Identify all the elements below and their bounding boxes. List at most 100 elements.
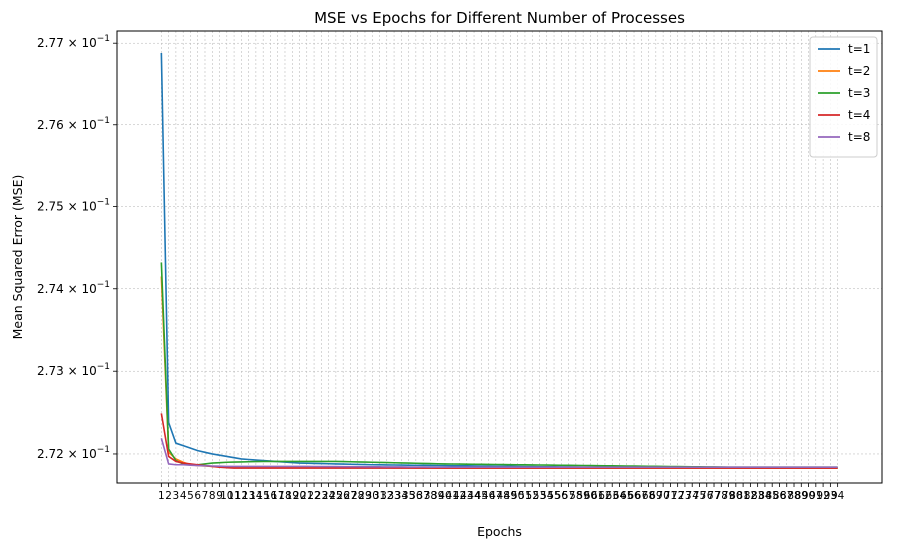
x-tick-label: 50 [511,490,524,502]
x-tick-label: 23 [315,490,328,502]
x-tick-label: 5 [187,490,194,502]
x-tick-label: 68 [642,490,655,502]
y-tick-label: 2.76 × 10−1 [37,116,110,132]
x-tick-label: 48 [496,490,509,502]
x-tick-label: 54 [540,490,554,502]
x-tick-label: 33 [387,490,400,502]
x-tick-label: 3 [173,490,180,502]
x-axis-ticks: 1 2 3 4 5 6 7 8 91011121314151617181920212223242… [158,483,845,502]
x-tick-label: 75 [693,490,706,502]
legend-label: t=2 [848,64,870,78]
x-tick-label: 19 [286,490,299,502]
x-tick-label: 34 [395,490,409,502]
legend-label: t=8 [848,130,870,144]
series-lines [160,52,838,469]
x-tick-label: 61 [591,490,604,502]
x-tick-label: 53 [533,490,546,502]
x-tick-label: 6 [194,490,201,502]
x-tick-label: 63 [606,490,619,502]
x-tick-label: 40 [438,490,451,502]
x-tick-label: 14 [249,490,263,502]
x-tick-label: 10 [220,490,233,502]
x-tick-label: 91 [809,490,822,502]
x-tick-label: 31 [373,490,386,502]
x-tick-label: 45 [475,490,488,502]
x-tick-label: 56 [555,490,569,502]
x-tick-label: 51 [518,490,531,502]
x-tick-label: 30 [366,490,379,502]
x-tick-label: 44 [467,490,481,502]
y-axis-ticks: 2.72 × 10−1 2.73 × 10−1 2.74 × 10−1 2.75 × … [37,34,117,461]
x-tick-label: 16 [264,490,278,502]
x-tick-label: 62 [598,490,611,502]
x-tick-label: 7 [202,490,209,502]
x-tick-label: 2 [165,490,172,502]
x-tick-label: 15 [256,490,269,502]
x-tick-label: 70 [656,490,669,502]
x-tick-label: 24 [322,490,336,502]
x-tick-label: 92 [816,490,829,502]
x-tick-label: 8 [209,490,216,502]
y-axis-label: Mean Squared Error (MSE) [10,175,25,340]
x-tick-label: 17 [271,490,284,502]
legend: t=1 t=2 t=3 t=4 t=8 [809,36,878,158]
x-tick-label: 49 [504,490,517,502]
x-tick-label: 57 [562,490,575,502]
x-tick-label: 79 [722,490,735,502]
plot-frame [116,30,883,484]
x-tick-label: 69 [649,490,662,502]
x-tick-label: 72 [671,490,684,502]
x-tick-label: 25 [329,490,342,502]
x-tick-label: 78 [715,490,728,502]
x-tick-label: 93 [824,490,837,502]
legend-box [809,36,878,158]
y-tick-label: 2.74 × 10−1 [37,280,110,296]
x-tick-label: 52 [526,490,539,502]
x-tick-label: 26 [336,490,350,502]
x-tick-label: 37 [416,490,429,502]
x-tick-label: 88 [787,490,800,502]
x-tick-label: 94 [831,490,845,502]
x-tick-label: 22 [307,490,320,502]
legend-label: t=3 [848,86,870,100]
x-tick-label: 36 [409,490,423,502]
x-tick-label: 39 [431,490,444,502]
x-tick-label: 42 [453,490,466,502]
grid-lines [117,31,882,483]
series-line-t4 [160,413,838,469]
y-tick-label: 2.72 × 10−1 [37,445,110,461]
y-tick-label: 2.77 × 10−1 [37,34,110,50]
x-tick-label: 9 [216,490,223,502]
x-tick-label: 43 [460,490,473,502]
x-tick-label: 89 [795,490,808,502]
x-tick-label: 84 [758,490,772,502]
legend-label: t=1 [848,42,870,56]
x-tick-label: 66 [627,490,641,502]
x-tick-label: 11 [227,490,240,502]
x-tick-label: 65 [620,490,633,502]
x-tick-label: 71 [664,490,677,502]
x-tick-label: 46 [482,490,496,502]
x-tick-label: 21 [300,490,313,502]
x-tick-label: 58 [569,490,582,502]
x-tick-label: 59 [576,490,589,502]
x-tick-label: 77 [707,490,720,502]
y-tick-label: 2.75 × 10−1 [37,198,110,214]
x-tick-label: 81 [736,490,749,502]
x-tick-label: 13 [242,490,255,502]
x-tick-label: 67 [635,490,648,502]
x-tick-label: 32 [380,490,393,502]
x-tick-label: 1 [158,490,165,502]
x-tick-label: 85 [766,490,779,502]
series-line-t8 [160,438,838,469]
y-tick-label: 2.73 × 10−1 [37,362,110,378]
x-tick-label: 90 [802,490,815,502]
x-tick-label: 64 [613,490,627,502]
x-tick-label: 74 [686,490,700,502]
chart-title: MSE vs Epochs for Different Number of Pr… [314,9,685,27]
x-tick-label: 55 [547,490,560,502]
x-tick-label: 83 [751,490,764,502]
x-tick-label: 47 [489,490,502,502]
x-tick-label: 12 [235,490,248,502]
x-tick-label: 29 [358,490,371,502]
